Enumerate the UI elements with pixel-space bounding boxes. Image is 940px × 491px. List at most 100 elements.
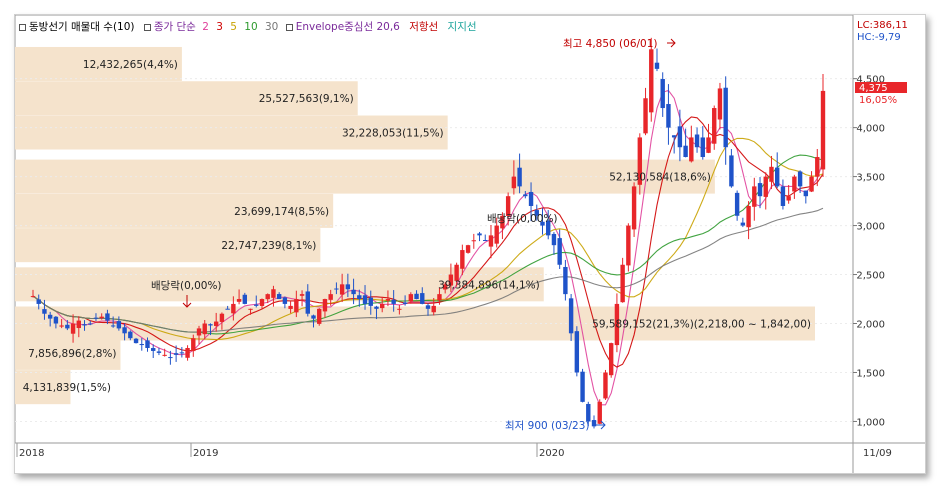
candle-body [179, 352, 185, 354]
candle-body [505, 196, 511, 216]
candle-body [494, 225, 499, 244]
candle-body [528, 191, 534, 206]
candle-body [654, 62, 660, 69]
candle-body [815, 157, 820, 177]
current-change: 16,05% [859, 95, 897, 106]
low-arrow-icon [595, 420, 606, 430]
volume-bar [15, 335, 121, 370]
candle-body [322, 299, 328, 312]
volume-bar-label: 25,527,563(9,1%) [259, 93, 354, 105]
dividend-label-2019: 배당락(0,00%) [151, 280, 222, 292]
legend-ma-5: 5 [230, 21, 237, 33]
candle-body [225, 308, 230, 310]
y-tick-label: 2,000 [856, 320, 885, 331]
candle-body [608, 343, 614, 376]
x-tick-label: 2020 [539, 448, 564, 459]
high-arrow-icon [667, 38, 676, 48]
candle-body [328, 294, 333, 300]
high-annotation: 최고 4,850 (06/01) [563, 38, 658, 50]
chart-window: 동방선기 매물대 수(10) 종가 단순 2 3 5 10 30 Envelop… [14, 14, 926, 474]
candle-body [414, 293, 419, 300]
volume-bar-label: 32,228,053(11,5%) [342, 128, 444, 140]
x-axis: 2018 2019 2020 11/09 [16, 443, 892, 459]
volume-bar-label: 22,747,239(8,1%) [221, 240, 316, 252]
legend-ma-2: 2 [202, 21, 209, 33]
candle-body [586, 403, 591, 422]
candle-body [511, 176, 517, 189]
candle-body [374, 306, 379, 309]
candle-body [208, 324, 213, 326]
candle-body [637, 137, 643, 185]
chart-legend: 동방선기 매물대 수(10) 종가 단순 2 3 5 10 30 Envelop… [19, 19, 483, 35]
lc-label: LC:386,11 [857, 20, 908, 31]
candle-body [465, 245, 471, 253]
volume-bar-label: 39,384,896(14,1%) [438, 279, 540, 291]
candle-body [442, 284, 448, 290]
candle-body [202, 323, 207, 335]
candle-body [483, 240, 488, 242]
candle-body [660, 79, 665, 109]
legend-resistance: 저항선 [409, 21, 439, 33]
y-tick-label: 1,500 [856, 368, 885, 379]
candle-body [42, 309, 47, 314]
candle-body [345, 284, 351, 290]
candle-body [294, 299, 299, 313]
candle-body [603, 372, 608, 399]
legend-marker [285, 23, 293, 31]
candle-body [339, 284, 345, 295]
candle-body [99, 316, 104, 319]
candle-body [769, 166, 774, 182]
candle-body [36, 299, 41, 304]
candle-body [242, 294, 248, 304]
candle-body [105, 313, 110, 321]
candle-body [82, 324, 87, 326]
y-tick-label: 3,000 [856, 222, 885, 233]
candle-body [488, 235, 494, 247]
low-annotation: 최저 900 (03/23) [505, 420, 590, 432]
candle-body [305, 291, 310, 314]
candle-body [591, 420, 597, 427]
candle-body [282, 297, 288, 304]
y-tick-label: 2,500 [856, 271, 885, 282]
candle-body [357, 295, 362, 300]
candle-body [408, 294, 414, 302]
candle-body [775, 167, 780, 187]
candle-body [213, 321, 219, 326]
candle-body [803, 190, 809, 197]
candle-body [689, 137, 694, 162]
candle-body [729, 155, 734, 187]
legend-support: 지지선 [447, 21, 477, 33]
candle-body [385, 299, 391, 301]
candle-body [723, 87, 728, 148]
candle-body [677, 126, 683, 148]
candle-body [437, 294, 442, 301]
candle-body [151, 348, 156, 351]
candle-body [500, 215, 505, 229]
volume-bar-label: 59,589,152(21,3%)(2,218,00 ~ 1,842,00) [592, 319, 811, 331]
legend-ma-30: 30 [265, 21, 279, 33]
y-tick-label: 1,000 [856, 417, 885, 428]
candle-body [139, 344, 144, 346]
candle-body [734, 192, 740, 216]
candle-body [471, 240, 476, 242]
candle-body [65, 324, 70, 329]
volume-bar [15, 81, 358, 116]
candle-body [454, 264, 459, 281]
candle-body [694, 134, 700, 148]
candle-body [757, 183, 763, 197]
candle-body [185, 347, 190, 358]
candle-body [368, 297, 373, 306]
candle-body [122, 327, 127, 334]
candle-body [523, 194, 528, 197]
candle-body [259, 299, 265, 306]
legend-envelope: Envelope중심선 20,6 [295, 21, 400, 33]
y-tick-label: 4,500 [856, 75, 885, 86]
candle-body [792, 176, 797, 192]
candle-body [597, 401, 602, 424]
candle-body [133, 338, 139, 344]
candle-body [671, 135, 677, 138]
candle-body [431, 305, 436, 313]
volume-bar-label: 12,432,265(4,4%) [83, 59, 178, 71]
current-price-tag [855, 82, 907, 93]
candle-body [128, 331, 133, 339]
